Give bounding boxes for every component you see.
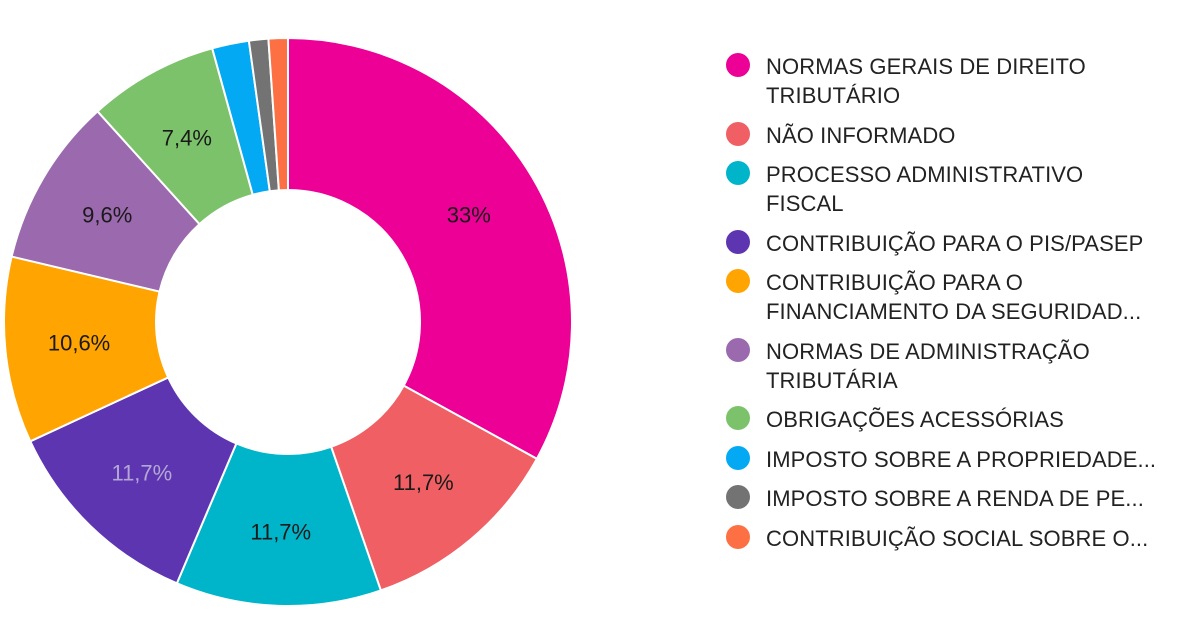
legend-label: NORMAS DE ADMINISTRAÇÃO TRIBUTÁRIA xyxy=(766,338,1090,393)
legend-label: CONTRIBUIÇÃO PARA O FINANCIAMENTO DA SEGU… xyxy=(766,270,1142,324)
legend-label: IMPOSTO SOBRE A PROPRIEDADE... xyxy=(766,446,1157,472)
legend-swatch-icon xyxy=(726,121,750,146)
slice-value-label: 10,6% xyxy=(48,331,110,356)
legend-swatch-icon xyxy=(726,269,750,293)
donut-chart: 33% 11,7% 11,7% 11,7% 10,6% 9,6% 7,4% xyxy=(3,36,573,607)
legend-item[interactable]: IMPOSTO SOBRE A RENDA DE PE... xyxy=(726,484,1196,513)
slice-value-label: 33% xyxy=(447,203,491,228)
legend-swatch-icon xyxy=(726,406,750,430)
legend-swatch-icon xyxy=(726,485,750,509)
legend-label: NÃO INFORMADO xyxy=(766,122,956,148)
legend-item[interactable]: CONTRIBUIÇÃO PARA O PIS/PASEP xyxy=(726,229,1196,258)
legend-item[interactable]: NORMAS GERAIS DE DIREITO TRIBUTÁRIO xyxy=(726,52,1196,110)
chart-legend: NORMAS GERAIS DE DIREITO TRIBUTÁRIO NÃO IN… xyxy=(726,52,1196,563)
legend-label: PROCESSO ADMINISTRATIVO FISCAL xyxy=(766,162,1084,216)
legend-item[interactable]: IMPOSTO SOBRE A PROPRIEDADE... xyxy=(726,445,1196,474)
donut-slice[interactable] xyxy=(287,36,573,461)
legend-label: CONTRIBUIÇÃO PARA O PIS/PASEP xyxy=(766,230,1144,256)
legend-swatch-icon xyxy=(726,337,750,362)
legend-item[interactable]: CONTRIBUIÇÃO SOCIAL SOBRE O... xyxy=(726,524,1196,553)
legend-label: OBRIGAÇÕES ACESSÓRIAS xyxy=(766,407,1064,432)
legend-item[interactable]: NORMAS DE ADMINISTRAÇÃO TRIBUTÁRIA xyxy=(726,337,1196,395)
legend-swatch-icon xyxy=(726,524,750,549)
legend-label: IMPOSTO SOBRE A RENDA DE PE... xyxy=(766,486,1144,511)
legend-swatch-icon xyxy=(726,161,750,185)
legend-label: CONTRIBUIÇÃO SOCIAL SOBRE O... xyxy=(766,525,1149,551)
slice-value-label: 11,7% xyxy=(250,519,311,544)
donut-slice[interactable] xyxy=(267,36,289,192)
legend-swatch-icon xyxy=(726,53,750,77)
slice-value-label: 7,4% xyxy=(162,125,212,150)
legend-item[interactable]: CONTRIBUIÇÃO PARA O FINANCIAMENTO DA SEGU… xyxy=(726,268,1196,326)
legend-label: NORMAS GERAIS DE DIREITO TRIBUTÁRIO xyxy=(766,54,1086,108)
legend-item[interactable]: PROCESSO ADMINISTRATIVO FISCAL xyxy=(726,160,1196,218)
slice-value-label: 9,6% xyxy=(82,203,132,228)
legend-swatch-icon xyxy=(726,229,750,254)
legend-item[interactable]: NÃO INFORMADO xyxy=(726,121,1196,150)
slice-value-label: 11,7% xyxy=(393,470,454,495)
slice-value-label: 11,7% xyxy=(111,460,172,485)
legend-item[interactable]: OBRIGAÇÕES ACESSÓRIAS xyxy=(726,405,1196,434)
legend-swatch-icon xyxy=(726,445,750,470)
